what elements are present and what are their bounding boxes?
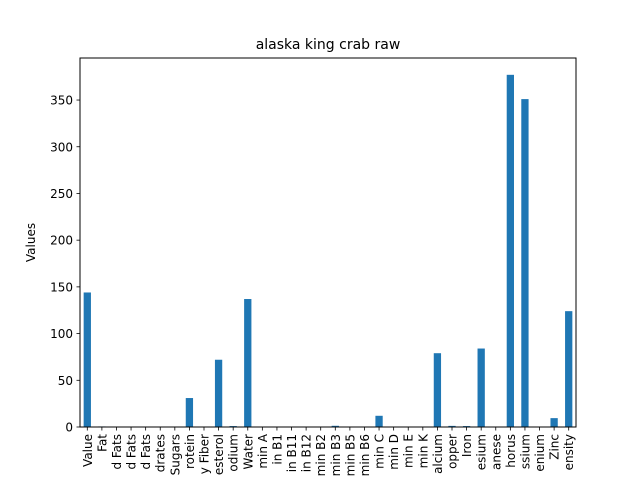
x-tick-label: d Fats [139,434,153,470]
x-tick-label: min B3 [329,434,343,476]
x-tick-label: in B11 [285,434,299,472]
bar-9 [214,359,223,427]
y-tick-label: 200 [50,234,73,248]
x-tick-label: Sugars [168,434,182,475]
bar-7 [185,398,194,427]
bar-30 [521,99,529,427]
y-axis-label: Values [24,223,38,262]
x-tick-label: min B6 [358,434,372,476]
bar-32 [550,418,558,427]
x-tick-label: esterol [212,434,226,475]
bar-33 [565,311,573,427]
y-tick-label: 150 [50,280,73,294]
x-tick-label: opper [446,434,460,469]
x-tick-label: min D [387,434,401,470]
bar-29 [506,74,514,427]
x-tick-label: in B12 [300,434,314,472]
y-tick-label: 350 [50,94,73,108]
bar-11 [244,299,252,427]
bar-24 [433,353,442,427]
y-tick-label: 100 [50,327,73,341]
x-axis: Value Fat d Fats d Fats d Fats drates Sugars ro… [81,427,576,476]
plot-frame [79,57,577,428]
x-tick-label: min B5 [343,434,357,476]
x-tick-label: anese [489,434,503,470]
x-tick-label: odium [227,434,241,472]
x-tick-label: min A [256,433,270,468]
x-tick-label: esium [475,434,489,470]
x-tick-label: ensity [562,434,576,470]
bar-0 [83,292,91,427]
y-axis: 0 50 100 150 200 250 300 350 [50,94,80,435]
x-tick-label: horus [504,434,518,468]
bar-27 [477,348,485,427]
x-tick-label: Zinc [548,434,562,460]
x-tick-label: drates [154,434,168,472]
x-tick-label: min C [373,434,387,469]
x-tick-label: Value [81,434,95,467]
y-tick-label: 250 [50,187,73,201]
bar-25 [448,425,456,427]
x-tick-label: min E [402,434,416,468]
x-tick-label: Fat [95,434,109,452]
x-tick-label: Iron [460,434,474,457]
x-tick-label: ssium [518,434,532,469]
bar-17 [331,425,339,427]
y-tick-label: 300 [50,140,73,154]
x-tick-label: d Fats [125,434,139,470]
x-tick-label: Water [241,434,255,470]
y-tick-label: 0 [65,421,73,435]
bar-20 [375,415,383,427]
x-tick-label: d Fats [110,434,124,470]
x-tick-label: enium [533,434,547,472]
x-tick-label: in B1 [270,434,284,465]
x-tick-label: min B2 [314,434,328,476]
x-tick-label: alcium [431,434,445,474]
x-tick-label: y Fiber [198,434,212,474]
bars-group [83,74,573,427]
y-tick-label: 50 [58,374,73,388]
x-tick-label: min K [416,433,430,468]
x-tick-label: rotein [183,434,197,469]
chart-title: alaska king crab raw [256,37,401,53]
